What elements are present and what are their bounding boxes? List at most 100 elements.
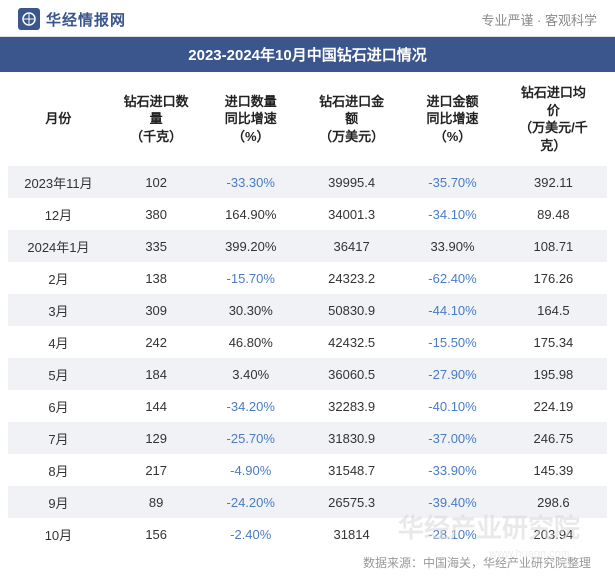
table-body: 2023年11月102-33.30%39995.4-35.70%392.1112… xyxy=(8,166,607,550)
table-cell: 3月 xyxy=(8,294,109,326)
table-cell: 9月 xyxy=(8,486,109,518)
table-cell: 42432.5 xyxy=(298,326,405,358)
table-cell: 30.30% xyxy=(203,294,298,326)
table-cell: 399.20% xyxy=(203,230,298,262)
table-cell: 7月 xyxy=(8,422,109,454)
table-row: 2024年1月335399.20%3641733.90%108.71 xyxy=(8,230,607,262)
table-cell: 2月 xyxy=(8,262,109,294)
column-header: 钻石进口金额（万美元） xyxy=(298,72,405,166)
table-cell: -33.90% xyxy=(405,454,500,486)
table-row: 3月30930.30%50830.9-44.10%164.5 xyxy=(8,294,607,326)
table-cell: -40.10% xyxy=(405,390,500,422)
table-cell: -62.40% xyxy=(405,262,500,294)
table-cell: 175.34 xyxy=(500,326,607,358)
table-cell: 108.71 xyxy=(500,230,607,262)
table-cell: 34001.3 xyxy=(298,198,405,230)
table-cell: 33.90% xyxy=(405,230,500,262)
table-cell: 39995.4 xyxy=(298,166,405,198)
table-header: 月份钻石进口数量（千克）进口数量同比增速（%）钻石进口金额（万美元）进口金额同比… xyxy=(8,72,607,166)
table-cell: 138 xyxy=(109,262,204,294)
table-title: 2023-2024年10月中国钻石进口情况 xyxy=(0,37,615,72)
table-cell: 32283.9 xyxy=(298,390,405,422)
table-cell: -27.90% xyxy=(405,358,500,390)
table-cell: 4月 xyxy=(8,326,109,358)
page-header: 华经情报网 专业严谨 · 客观科学 xyxy=(0,0,615,37)
table-cell: 176.26 xyxy=(500,262,607,294)
column-header: 月份 xyxy=(8,72,109,166)
table-cell: 203.94 xyxy=(500,518,607,550)
table-cell: -33.30% xyxy=(203,166,298,198)
table-cell: -24.20% xyxy=(203,486,298,518)
table-cell: 36417 xyxy=(298,230,405,262)
table-cell: 309 xyxy=(109,294,204,326)
table-cell: -35.70% xyxy=(405,166,500,198)
table-cell: -39.40% xyxy=(405,486,500,518)
table-row: 5月1843.40%36060.5-27.90%195.98 xyxy=(8,358,607,390)
header-slogan: 专业严谨 · 客观科学 xyxy=(481,10,597,29)
table-cell: 224.19 xyxy=(500,390,607,422)
table-row: 8月217-4.90%31548.7-33.90%145.39 xyxy=(8,454,607,486)
data-table: 月份钻石进口数量（千克）进口数量同比增速（%）钻石进口金额（万美元）进口金额同比… xyxy=(8,72,607,550)
table-cell: 26575.3 xyxy=(298,486,405,518)
table-cell: 380 xyxy=(109,198,204,230)
table-cell: 2023年11月 xyxy=(8,166,109,198)
table-cell: 242 xyxy=(109,326,204,358)
table-cell: 36060.5 xyxy=(298,358,405,390)
table-cell: 335 xyxy=(109,230,204,262)
table-cell: 129 xyxy=(109,422,204,454)
data-source-footer: 数据来源：中国海关，华经产业研究院整理 xyxy=(0,550,615,571)
table-cell: 144 xyxy=(109,390,204,422)
table-cell: 31814 xyxy=(298,518,405,550)
table-cell: -2.40% xyxy=(203,518,298,550)
table-cell: 164.90% xyxy=(203,198,298,230)
table-cell: -37.00% xyxy=(405,422,500,454)
column-header: 钻石进口均价（万美元/千克） xyxy=(500,72,607,166)
table-row: 6月144-34.20%32283.9-40.10%224.19 xyxy=(8,390,607,422)
table-cell: -28.10% xyxy=(405,518,500,550)
table-row: 2023年11月102-33.30%39995.4-35.70%392.11 xyxy=(8,166,607,198)
table-cell: 298.6 xyxy=(500,486,607,518)
table-cell: -25.70% xyxy=(203,422,298,454)
header-left: 华经情报网 xyxy=(18,8,126,30)
table-cell: 246.75 xyxy=(500,422,607,454)
table-cell: -34.10% xyxy=(405,198,500,230)
table-cell: 31830.9 xyxy=(298,422,405,454)
table-cell: 164.5 xyxy=(500,294,607,326)
table-cell: 10月 xyxy=(8,518,109,550)
table-row: 4月24246.80%42432.5-15.50%175.34 xyxy=(8,326,607,358)
table-cell: -44.10% xyxy=(405,294,500,326)
table-cell: 217 xyxy=(109,454,204,486)
column-header: 钻石进口数量（千克） xyxy=(109,72,204,166)
table-cell: 50830.9 xyxy=(298,294,405,326)
site-name: 华经情报网 xyxy=(46,9,126,30)
table-cell: 5月 xyxy=(8,358,109,390)
table-cell: 102 xyxy=(109,166,204,198)
table-cell: 46.80% xyxy=(203,326,298,358)
table-cell: -15.70% xyxy=(203,262,298,294)
table-cell: 2024年1月 xyxy=(8,230,109,262)
table-row: 2月138-15.70%24323.2-62.40%176.26 xyxy=(8,262,607,294)
table-cell: -15.50% xyxy=(405,326,500,358)
table-cell: 24323.2 xyxy=(298,262,405,294)
column-header: 进口数量同比增速（%） xyxy=(203,72,298,166)
table-cell: -34.20% xyxy=(203,390,298,422)
column-header: 进口金额同比增速（%） xyxy=(405,72,500,166)
table-cell: -4.90% xyxy=(203,454,298,486)
table-cell: 195.98 xyxy=(500,358,607,390)
table-cell: 89.48 xyxy=(500,198,607,230)
table-cell: 3.40% xyxy=(203,358,298,390)
table-cell: 6月 xyxy=(8,390,109,422)
table-row: 12月380164.90%34001.3-34.10%89.48 xyxy=(8,198,607,230)
table-cell: 156 xyxy=(109,518,204,550)
table-row: 9月89-24.20%26575.3-39.40%298.6 xyxy=(8,486,607,518)
table-container: 月份钻石进口数量（千克）进口数量同比增速（%）钻石进口金额（万美元）进口金额同比… xyxy=(0,72,615,550)
table-cell: 392.11 xyxy=(500,166,607,198)
table-cell: 145.39 xyxy=(500,454,607,486)
table-cell: 31548.7 xyxy=(298,454,405,486)
table-cell: 89 xyxy=(109,486,204,518)
table-cell: 8月 xyxy=(8,454,109,486)
table-row: 7月129-25.70%31830.9-37.00%246.75 xyxy=(8,422,607,454)
logo-icon xyxy=(18,8,40,30)
table-row: 10月156-2.40%31814-28.10%203.94 xyxy=(8,518,607,550)
table-cell: 12月 xyxy=(8,198,109,230)
